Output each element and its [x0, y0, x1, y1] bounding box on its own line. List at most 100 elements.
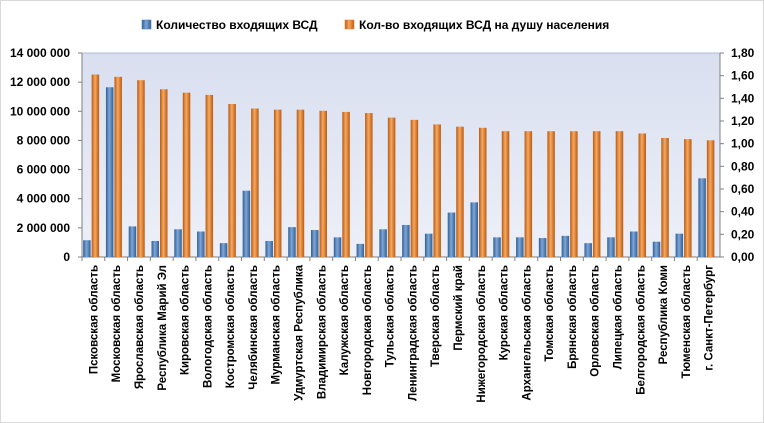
legend-swatch — [141, 19, 152, 30]
y-right-tick-label: 1,60 — [731, 69, 755, 83]
x-tick-label: Ленинградская область — [407, 265, 419, 401]
x-tick-label: Калужская область — [339, 265, 351, 375]
bar-vsd-count — [333, 237, 342, 257]
x-tick-label: Нижегородская область — [476, 265, 488, 403]
bar-vsd-count — [561, 235, 570, 257]
y-left-tick-label: 10 000 000 — [10, 104, 70, 118]
x-tick-label: Республика Коми — [658, 265, 670, 364]
bar-vsd-count — [311, 230, 319, 257]
bar-vsd-count — [402, 224, 410, 257]
y-right-tick-label: 0,00 — [731, 250, 755, 264]
x-tick-label: Вологодская область — [202, 265, 214, 388]
bar-vsd-count — [493, 237, 501, 257]
bar-vsd-count — [265, 240, 273, 257]
bar-vsd-per-capita — [296, 109, 305, 258]
bar-vsd-count — [288, 227, 296, 257]
x-tick-label: Новгородская область — [362, 265, 374, 395]
bar-vsd-count — [470, 202, 478, 257]
bar-vsd-count — [197, 231, 205, 257]
bar-vsd-per-capita — [501, 131, 510, 257]
bar-vsd-per-capita — [342, 111, 350, 257]
x-tick-label: Томская область — [544, 265, 556, 362]
x-tick-label: Республика Марий Эл — [157, 265, 169, 391]
legend-label: Кол-во входящих ВСД на душу населения — [359, 18, 609, 32]
bar-vsd-per-capita — [251, 108, 259, 258]
bar-vsd-count — [356, 243, 365, 257]
x-tick-label: Ярославская область — [134, 265, 146, 389]
bar-vsd-count — [607, 237, 615, 257]
bar-vsd-per-capita — [638, 133, 646, 257]
bar-vsd-count — [151, 240, 159, 257]
x-tick-label: Псковская область — [88, 265, 100, 374]
bar-vsd-count — [128, 226, 137, 257]
bar-vsd-per-capita — [456, 126, 464, 258]
legend-swatch — [344, 19, 355, 30]
y-right-tick-label: 0,40 — [731, 205, 755, 219]
bar-vsd-per-capita — [547, 131, 555, 257]
y-left-tick-label: 8 000 000 — [17, 133, 71, 147]
bar-vsd-per-capita — [160, 89, 168, 258]
y-left-tick-label: 0 — [63, 250, 70, 264]
bar-vsd-per-capita — [433, 124, 441, 258]
x-tick-label: Костромская область — [225, 265, 237, 388]
x-tick-label: Орловская область — [590, 265, 602, 377]
y-right-tick-label: 1,40 — [731, 91, 755, 105]
x-tick-label: Удмуртская Республика — [293, 264, 305, 400]
bar-vsd-count — [516, 237, 524, 257]
bar-vsd-count — [379, 229, 387, 257]
bar-vsd-per-capita — [570, 131, 578, 257]
bar-vsd-count — [242, 190, 251, 257]
y-right-tick-label: 0,80 — [731, 159, 755, 173]
x-tick-label: Челябинская область — [248, 265, 260, 390]
x-tick-label: Владимирская область — [316, 265, 328, 399]
y-right-tick-label: 0,20 — [731, 227, 755, 241]
x-tick-label: Брянская область — [567, 265, 579, 369]
bar-vsd-count — [675, 233, 684, 257]
y-left-tick-label: 14 000 000 — [10, 46, 70, 60]
bar-vsd-per-capita — [387, 117, 396, 257]
bar-vsd-per-capita — [615, 131, 624, 257]
bar-vsd-count — [83, 240, 91, 257]
bar-vsd-count — [447, 212, 456, 257]
bar-vsd-per-capita — [273, 109, 282, 258]
bar-vsd-per-capita — [410, 119, 419, 257]
x-tick-label: Московская область — [111, 265, 123, 382]
bar-vsd-count — [630, 231, 638, 257]
bar-vsd-per-capita — [684, 139, 692, 257]
bar-vsd-count — [584, 243, 592, 257]
x-tick-label: г. Санкт-Петербург — [704, 265, 716, 371]
y-right-tick-label: 1,20 — [731, 114, 755, 128]
x-tick-label: Тульская область — [385, 265, 397, 367]
x-tick-label: Тюменская область — [681, 265, 693, 378]
x-tick-label: Архангельская область — [521, 265, 533, 401]
bar-vsd-per-capita — [91, 74, 100, 258]
bar-vsd-per-capita — [137, 80, 145, 257]
x-tick-label: Липецкая область — [612, 265, 624, 369]
y-left-tick-label: 2 000 000 — [17, 221, 71, 235]
y-left-tick-label: 4 000 000 — [17, 192, 71, 206]
x-tick-label: Пермский край — [453, 265, 465, 351]
bar-vsd-count — [105, 87, 114, 257]
legend-label: Количество входящих ВСД — [156, 18, 318, 32]
x-tick-label: Мурманская область — [271, 265, 283, 385]
bar-vsd-per-capita — [319, 110, 327, 257]
bar-vsd-per-capita — [114, 76, 122, 257]
bar-vsd-count — [538, 238, 547, 257]
y-right-tick-label: 1,80 — [731, 46, 755, 60]
bar-vsd-per-capita — [524, 131, 533, 257]
plot-area — [81, 52, 721, 258]
bar-vsd-per-capita — [706, 140, 715, 257]
bar-vsd-count — [219, 243, 228, 257]
bar-vsd-per-capita — [365, 113, 373, 257]
x-tick-label: Белгородская область — [635, 265, 647, 395]
x-tick-label: Тверская область — [430, 265, 442, 367]
bar-vsd-per-capita — [228, 104, 236, 257]
bar-vsd-per-capita — [182, 92, 191, 258]
y-left-tick-label: 6 000 000 — [17, 163, 71, 177]
bar-vsd-count — [174, 229, 182, 257]
bar-vsd-per-capita — [205, 94, 214, 257]
bar-vsd-per-capita — [592, 131, 601, 257]
x-tick-label: Кировская область — [180, 265, 192, 375]
bar-vsd-count — [652, 241, 661, 257]
